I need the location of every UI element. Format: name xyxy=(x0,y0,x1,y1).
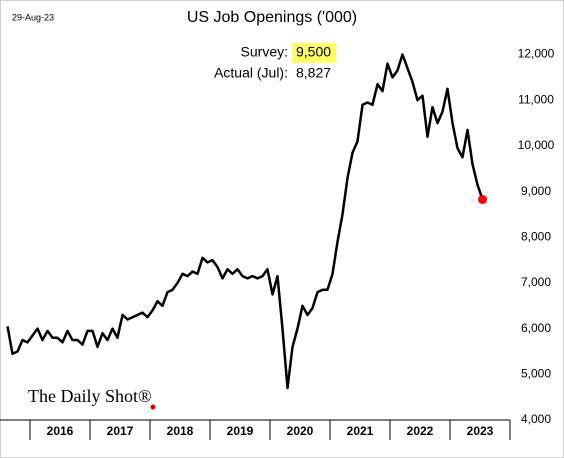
logo-dot xyxy=(150,404,156,410)
survey-label: Survey: xyxy=(241,44,288,60)
x-tick-label: 2021 xyxy=(347,424,374,438)
y-tick-label: 12,000 xyxy=(518,47,555,61)
y-tick-label: 9,000 xyxy=(521,184,551,198)
x-tick-label: 2023 xyxy=(467,424,494,438)
actual-value: 8,827 xyxy=(296,65,331,81)
y-tick-label: 7,000 xyxy=(521,275,551,289)
line xyxy=(6,53,484,390)
survey-value: 9,500 xyxy=(296,44,331,60)
x-tick-label: 2020 xyxy=(287,424,314,438)
y-tick-label: 5,000 xyxy=(521,366,551,380)
x-tick-label: 2018 xyxy=(167,424,194,438)
x-tick-label: 2022 xyxy=(407,424,434,438)
source: The Daily Shot® xyxy=(28,386,152,406)
y-tick-label: 11,000 xyxy=(518,92,554,106)
date: 29-Aug-23 xyxy=(12,12,54,22)
chart-title: US Job Openings ('000) xyxy=(187,9,357,26)
last-point xyxy=(478,194,488,204)
x-tick-label: 2017 xyxy=(107,424,134,438)
y-tick-label: 10,000 xyxy=(518,138,555,152)
y-tick-label: 6,000 xyxy=(521,321,551,335)
actual-label: Actual (Jul): xyxy=(214,65,288,81)
highlight xyxy=(292,43,336,63)
y-tick-label: 8,000 xyxy=(521,229,551,243)
x-tick-label: 2019 xyxy=(227,424,254,438)
y-tick-label: 4,000 xyxy=(521,412,551,426)
x-tick-label: 2016 xyxy=(47,424,74,438)
